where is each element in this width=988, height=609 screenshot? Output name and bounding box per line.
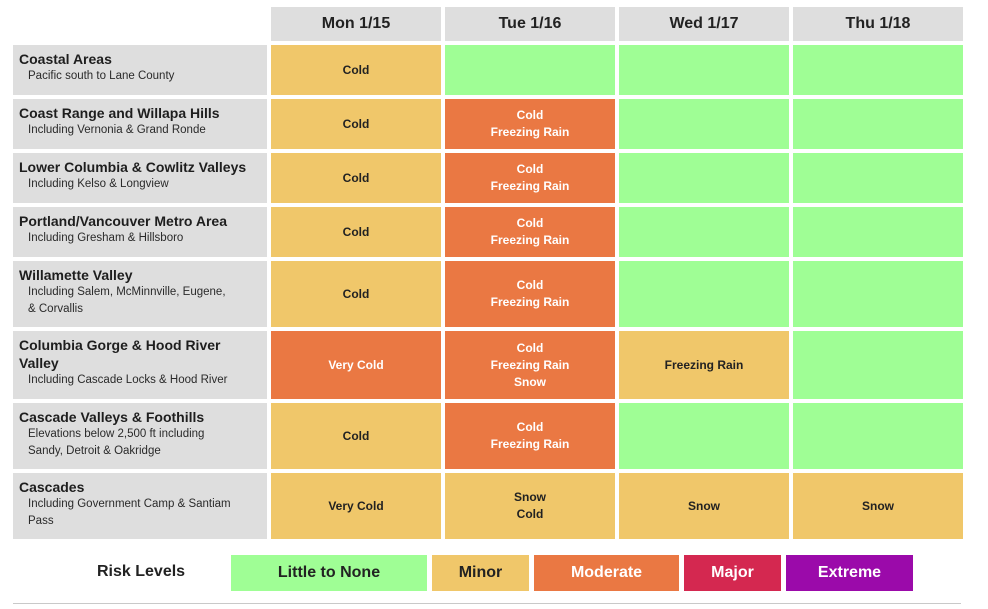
hazard-text: Cold (516, 340, 544, 355)
region-subtitle: Including Vernonia & Grand Ronde (28, 124, 206, 136)
hazard-text: Cold (516, 278, 544, 292)
hazard-text: Snow (862, 498, 894, 513)
hazard-text: Freezing Rain (490, 437, 570, 451)
region-label: Coast Range and Willapa Hills Including V… (13, 99, 267, 149)
region-label: Lower Columbia & Cowlitz Valleys Includin… (13, 153, 267, 203)
risk-cell: Cold Freezing Rain (445, 99, 615, 149)
risk-cell (619, 99, 789, 149)
region-subtitle: Pass (28, 515, 54, 527)
day-header-thu: Thu 1/18 (793, 7, 963, 41)
risk-cell: Snow (619, 473, 789, 539)
region-subtitle: Elevations below 2,500 ft including (28, 428, 205, 440)
risk-cell: Cold Freezing Rain (445, 403, 615, 469)
risk-cell: Cold (271, 403, 441, 469)
region-name: Willamette Valley (19, 267, 133, 283)
legend-extreme: Extreme (786, 555, 913, 591)
risk-cell: Cold Freezing Rain Snow (445, 331, 615, 399)
hazard-text: Cold (342, 116, 370, 131)
region-name: Coastal Areas (19, 51, 112, 67)
hazard-text: Cold (342, 224, 370, 239)
region-subtitle: Sandy, Detroit & Oakridge (28, 445, 161, 457)
region-label: Cascade Valleys & Foothills Elevations be… (13, 403, 267, 469)
risk-cell: Cold (271, 99, 441, 149)
risk-cell (619, 45, 789, 95)
risk-cell (619, 403, 789, 469)
region-subtitle: Including Gresham & Hillsboro (28, 232, 184, 244)
hazard-text: Snow (688, 498, 720, 513)
hazard-text: Freezing Rain (490, 233, 570, 247)
region-name: Columbia Gorge & Hood River Valley (19, 337, 221, 371)
hazard-text: Cold (516, 507, 544, 521)
hazard-text: Snow (514, 490, 546, 504)
risk-cell (445, 45, 615, 95)
risk-cell: Cold (271, 153, 441, 203)
legend-major: Major (684, 555, 781, 591)
bottom-divider (13, 603, 961, 604)
legend-minor: Minor (432, 555, 529, 591)
risk-cell (619, 207, 789, 257)
region-name: Lower Columbia & Cowlitz Valleys (19, 159, 247, 175)
risk-cell: Cold Freezing Rain (445, 207, 615, 257)
legend-title: Risk Levels (97, 563, 186, 580)
hazard-text: Cold (516, 162, 544, 176)
hazard-text: Very Cold (328, 498, 384, 513)
hazard-text: Cold (342, 428, 370, 443)
risk-cell (793, 261, 963, 327)
hazard-text: Cold (342, 170, 370, 185)
risk-cell (619, 153, 789, 203)
region-label: Coastal Areas Pacific south to Lane Count… (13, 45, 267, 95)
region-label: Willamette Valley Including Salem, McMinn… (13, 261, 267, 327)
hazard-text: Cold (342, 62, 370, 77)
region-name: Portland/Vancouver Metro Area (19, 213, 227, 229)
hazard-text: Snow (514, 374, 546, 389)
hazard-text: Cold (516, 420, 544, 434)
hazard-text: Very Cold (328, 357, 384, 372)
risk-table: Mon 1/15 Tue 1/16 Wed 1/17 Thu 1/18 Coas… (13, 7, 963, 539)
day-header-wed: Wed 1/17 (619, 7, 789, 41)
risk-cell (793, 99, 963, 149)
legend-little-to-none: Little to None (231, 555, 427, 591)
region-subtitle: Pacific south to Lane County (28, 70, 175, 82)
risk-legend: Risk Levels Little to None Minor Moderat… (13, 555, 961, 591)
day-header-tue: Tue 1/16 (445, 7, 615, 41)
region-name: Cascade Valleys & Foothills (19, 409, 205, 425)
risk-cell: Cold (271, 45, 441, 95)
risk-cell (793, 331, 963, 399)
region-label: Portland/Vancouver Metro Area Including G… (13, 207, 267, 257)
risk-cell: Very Cold (271, 331, 441, 399)
risk-cell: Cold (271, 207, 441, 257)
risk-cell (793, 207, 963, 257)
hazard-text: Freezing Rain (664, 357, 744, 372)
risk-cell: Very Cold (271, 473, 441, 539)
risk-cell: Snow Cold (445, 473, 615, 539)
risk-cell: Cold Freezing Rain (445, 153, 615, 203)
table-corner (13, 7, 267, 41)
region-label: Columbia Gorge & Hood River Valley Includ… (13, 331, 267, 399)
risk-cell: Freezing Rain (619, 331, 789, 399)
risk-cell: Snow (793, 473, 963, 539)
risk-cell: Cold Freezing Rain (445, 261, 615, 327)
region-label: Cascades Including Government Camp & Sant… (13, 473, 267, 539)
legend-moderate: Moderate (534, 555, 679, 591)
risk-cell (793, 153, 963, 203)
risk-cell (619, 261, 789, 327)
hazard-text: Cold (342, 286, 370, 301)
risk-cell: Cold (271, 261, 441, 327)
region-subtitle: & Corvallis (28, 303, 83, 315)
hazard-text: Freezing Rain (490, 357, 570, 372)
hazard-text: Freezing Rain (490, 179, 570, 193)
region-subtitle: Including Cascade Locks & Hood River (28, 374, 228, 386)
hazard-text: Cold (516, 216, 544, 230)
region-subtitle: Including Kelso & Longview (28, 178, 169, 190)
region-subtitle: Including Salem, McMinnville, Eugene, (28, 286, 226, 298)
risk-cell (793, 403, 963, 469)
hazard-text: Freezing Rain (490, 125, 570, 139)
hazard-text: Freezing Rain (490, 295, 570, 309)
region-name: Coast Range and Willapa Hills (19, 105, 220, 121)
day-header-mon: Mon 1/15 (271, 7, 441, 41)
hazard-text: Cold (516, 108, 544, 122)
region-subtitle: Including Government Camp & Santiam (28, 498, 231, 510)
risk-cell (793, 45, 963, 95)
region-name: Cascades (19, 479, 85, 495)
